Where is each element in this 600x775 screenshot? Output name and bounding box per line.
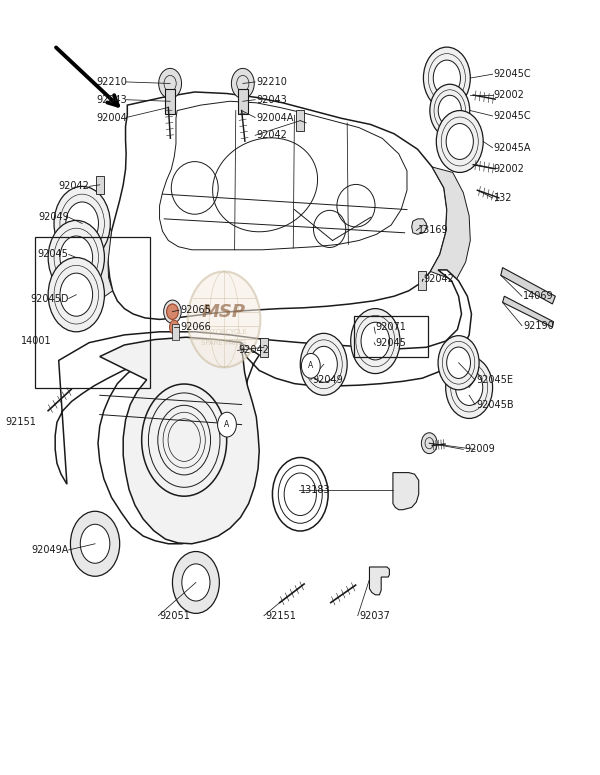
- Bar: [260, 338, 268, 356]
- Polygon shape: [430, 167, 470, 281]
- Ellipse shape: [54, 186, 110, 260]
- Text: 92151: 92151: [5, 417, 37, 427]
- Ellipse shape: [80, 524, 110, 563]
- Text: MOTORCYCLE: MOTORCYCLE: [200, 329, 247, 335]
- Ellipse shape: [310, 346, 337, 382]
- Ellipse shape: [424, 47, 470, 109]
- Circle shape: [421, 432, 437, 453]
- Ellipse shape: [167, 304, 178, 319]
- Ellipse shape: [438, 336, 479, 390]
- Text: 92037: 92037: [359, 611, 390, 621]
- Polygon shape: [370, 567, 389, 595]
- Ellipse shape: [172, 552, 220, 613]
- Ellipse shape: [350, 308, 400, 374]
- Text: 92042: 92042: [256, 130, 287, 140]
- Text: 92049: 92049: [312, 375, 343, 384]
- Ellipse shape: [436, 111, 483, 172]
- Bar: [172, 324, 179, 339]
- Bar: [238, 89, 248, 114]
- Polygon shape: [501, 267, 556, 304]
- Text: 92210: 92210: [97, 77, 127, 87]
- Text: 92151: 92151: [265, 611, 296, 621]
- Text: 92210: 92210: [256, 77, 287, 87]
- Text: 92071: 92071: [376, 322, 406, 332]
- Circle shape: [164, 300, 181, 323]
- Circle shape: [218, 412, 236, 437]
- Text: 92045: 92045: [38, 250, 68, 260]
- Text: 92049A: 92049A: [31, 545, 68, 555]
- Text: 92002: 92002: [494, 90, 524, 100]
- Text: 132: 132: [494, 193, 512, 203]
- Ellipse shape: [66, 202, 98, 245]
- Text: 92045C: 92045C: [494, 111, 532, 121]
- Ellipse shape: [430, 84, 470, 137]
- Text: 92042: 92042: [239, 346, 269, 356]
- Polygon shape: [393, 473, 419, 510]
- Ellipse shape: [48, 257, 104, 332]
- Ellipse shape: [60, 236, 92, 279]
- Text: 92043: 92043: [256, 95, 287, 105]
- Ellipse shape: [446, 123, 473, 160]
- Polygon shape: [108, 92, 447, 319]
- Polygon shape: [55, 270, 472, 544]
- Text: 92045B: 92045B: [476, 400, 514, 409]
- Ellipse shape: [455, 370, 483, 405]
- Text: A: A: [308, 361, 313, 370]
- Polygon shape: [88, 209, 113, 302]
- Ellipse shape: [170, 320, 179, 334]
- Circle shape: [188, 271, 260, 367]
- Bar: [296, 110, 304, 132]
- Circle shape: [232, 68, 254, 98]
- Ellipse shape: [70, 512, 119, 577]
- Text: 92042: 92042: [58, 181, 89, 191]
- Text: 92045E: 92045E: [476, 375, 513, 384]
- Ellipse shape: [433, 60, 460, 96]
- Text: 92045D: 92045D: [30, 294, 68, 304]
- Ellipse shape: [48, 220, 104, 294]
- Text: 13183: 13183: [300, 484, 331, 494]
- Text: 92066: 92066: [180, 322, 211, 332]
- Ellipse shape: [438, 95, 461, 126]
- Text: 92045: 92045: [376, 338, 406, 348]
- Text: MSP: MSP: [202, 303, 246, 321]
- Bar: [418, 271, 427, 290]
- Ellipse shape: [446, 347, 470, 378]
- Text: 92009: 92009: [464, 444, 495, 454]
- Text: 92042: 92042: [424, 274, 454, 284]
- Bar: [95, 175, 104, 194]
- Circle shape: [301, 353, 320, 378]
- Polygon shape: [503, 296, 554, 327]
- Text: SPARE PARTS: SPARE PARTS: [202, 339, 247, 346]
- Text: 92190: 92190: [523, 321, 554, 331]
- Bar: [354, 316, 428, 356]
- Text: 92045A: 92045A: [494, 143, 531, 153]
- Text: 92049: 92049: [38, 212, 68, 222]
- Polygon shape: [100, 337, 259, 544]
- Ellipse shape: [182, 564, 210, 601]
- Text: 92043: 92043: [97, 95, 127, 105]
- Polygon shape: [412, 219, 427, 234]
- Ellipse shape: [446, 356, 493, 418]
- Text: 92004A: 92004A: [256, 112, 293, 122]
- Text: A: A: [224, 420, 230, 429]
- Text: 92065: 92065: [180, 305, 211, 315]
- Text: 92004: 92004: [97, 112, 127, 122]
- Bar: [165, 89, 175, 114]
- Text: 92051: 92051: [160, 611, 190, 621]
- Ellipse shape: [300, 333, 347, 395]
- Ellipse shape: [60, 273, 92, 316]
- Ellipse shape: [361, 322, 389, 360]
- Text: 14001: 14001: [20, 336, 51, 346]
- Bar: [35, 236, 149, 388]
- Text: 13169: 13169: [418, 226, 448, 236]
- Circle shape: [158, 68, 182, 98]
- Text: 14069: 14069: [523, 291, 554, 301]
- Text: 92045C: 92045C: [494, 69, 532, 79]
- Text: 92002: 92002: [494, 164, 524, 174]
